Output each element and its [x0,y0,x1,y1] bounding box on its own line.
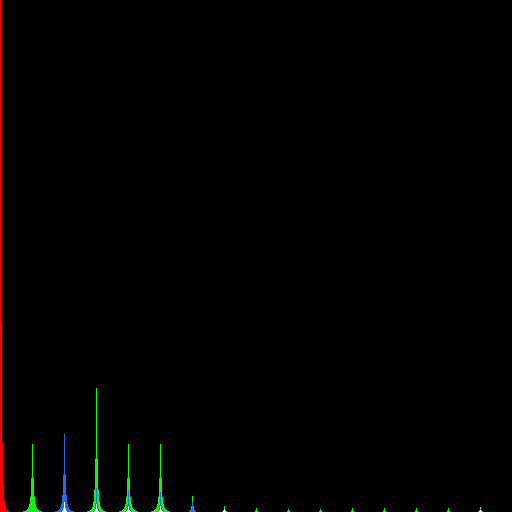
series-layer [0,0,483,512]
series-2 [55,434,195,512]
